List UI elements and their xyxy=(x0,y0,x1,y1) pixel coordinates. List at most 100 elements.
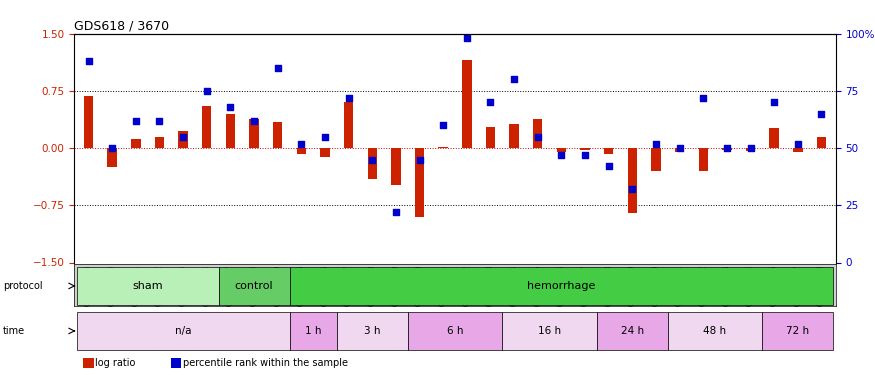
Bar xyxy=(368,148,377,178)
Text: GSM16668: GSM16668 xyxy=(817,265,826,306)
Text: GSM16655: GSM16655 xyxy=(533,265,542,306)
Point xyxy=(318,134,332,140)
Text: GSM16657: GSM16657 xyxy=(580,265,590,306)
Bar xyxy=(202,106,212,148)
Text: n/a: n/a xyxy=(175,326,192,336)
Text: protocol: protocol xyxy=(3,281,42,291)
Bar xyxy=(108,148,117,167)
Text: GSM16654: GSM16654 xyxy=(509,265,519,306)
Point xyxy=(649,141,663,147)
Bar xyxy=(344,102,354,148)
Bar xyxy=(290,312,337,350)
Text: GSM16640: GSM16640 xyxy=(108,265,116,306)
Point xyxy=(555,152,569,158)
Text: 24 h: 24 h xyxy=(620,326,644,336)
Point xyxy=(270,65,284,71)
Point xyxy=(673,145,687,151)
Bar xyxy=(556,148,566,152)
Bar xyxy=(698,148,708,171)
Text: GSM16662: GSM16662 xyxy=(699,265,708,306)
Text: GSM16650: GSM16650 xyxy=(415,265,424,306)
Point xyxy=(412,157,426,163)
Bar xyxy=(627,148,637,213)
Bar xyxy=(77,267,219,305)
Text: GSM16658: GSM16658 xyxy=(604,265,613,306)
Bar xyxy=(533,119,542,148)
Text: GSM16649: GSM16649 xyxy=(391,265,401,306)
Point xyxy=(720,145,734,151)
Point xyxy=(341,95,355,101)
Point xyxy=(223,104,237,110)
Text: GSM16660: GSM16660 xyxy=(652,265,661,306)
Text: GSM16664: GSM16664 xyxy=(746,265,755,306)
Bar xyxy=(219,267,290,305)
Point xyxy=(626,186,640,192)
Point xyxy=(696,95,710,101)
Text: GSM16663: GSM16663 xyxy=(723,265,732,306)
Bar xyxy=(668,312,762,350)
Bar xyxy=(462,60,472,148)
Bar xyxy=(337,312,408,350)
Bar xyxy=(408,312,502,350)
Bar xyxy=(391,148,401,185)
Text: sham: sham xyxy=(132,281,163,291)
Point xyxy=(791,141,805,147)
Text: GSM16661: GSM16661 xyxy=(676,265,684,306)
Text: 48 h: 48 h xyxy=(704,326,726,336)
Bar xyxy=(580,148,590,150)
Point xyxy=(365,157,379,163)
Text: GSM16644: GSM16644 xyxy=(202,265,211,306)
Point xyxy=(744,145,758,151)
Point xyxy=(105,145,119,151)
Text: GSM16648: GSM16648 xyxy=(368,265,377,306)
Bar xyxy=(722,148,732,150)
Bar xyxy=(509,124,519,148)
Bar xyxy=(178,131,188,148)
Bar xyxy=(297,148,306,154)
Point xyxy=(578,152,592,158)
Bar xyxy=(762,312,833,350)
Bar xyxy=(438,147,448,148)
Bar xyxy=(769,128,779,148)
Text: GSM16643: GSM16643 xyxy=(178,265,187,306)
Bar xyxy=(816,136,826,148)
Text: 6 h: 6 h xyxy=(447,326,463,336)
Point xyxy=(767,99,781,105)
Text: 72 h: 72 h xyxy=(787,326,809,336)
Text: hemorrhage: hemorrhage xyxy=(528,281,596,291)
Text: GSM16656: GSM16656 xyxy=(556,265,566,306)
Bar xyxy=(502,312,597,350)
Bar xyxy=(320,148,330,157)
Text: GSM16637: GSM16637 xyxy=(226,265,234,306)
Bar xyxy=(415,148,424,217)
Bar xyxy=(77,312,290,350)
Point xyxy=(247,118,261,124)
Text: 3 h: 3 h xyxy=(364,326,381,336)
Text: 16 h: 16 h xyxy=(538,326,561,336)
Bar xyxy=(597,312,668,350)
Point xyxy=(129,118,143,124)
Point xyxy=(81,58,95,64)
Text: percentile rank within the sample: percentile rank within the sample xyxy=(183,358,348,368)
Point xyxy=(200,88,214,94)
Point xyxy=(507,76,522,82)
Bar xyxy=(273,122,283,148)
Text: GSM16641: GSM16641 xyxy=(131,265,140,306)
Bar xyxy=(675,148,684,152)
Text: GSM16659: GSM16659 xyxy=(627,265,637,306)
Bar xyxy=(226,114,235,148)
Text: control: control xyxy=(234,281,273,291)
Point xyxy=(815,111,829,117)
Bar xyxy=(155,136,164,148)
Text: GSM16638: GSM16638 xyxy=(249,265,258,306)
Bar xyxy=(84,96,94,148)
Text: GSM16645: GSM16645 xyxy=(297,265,306,306)
Bar xyxy=(131,139,141,148)
Point xyxy=(388,209,402,215)
Text: GSM16667: GSM16667 xyxy=(794,265,802,306)
Point xyxy=(152,118,166,124)
Bar xyxy=(651,148,661,171)
Text: GSM16653: GSM16653 xyxy=(486,265,495,306)
Bar xyxy=(604,148,613,154)
Text: GSM16642: GSM16642 xyxy=(155,265,164,306)
